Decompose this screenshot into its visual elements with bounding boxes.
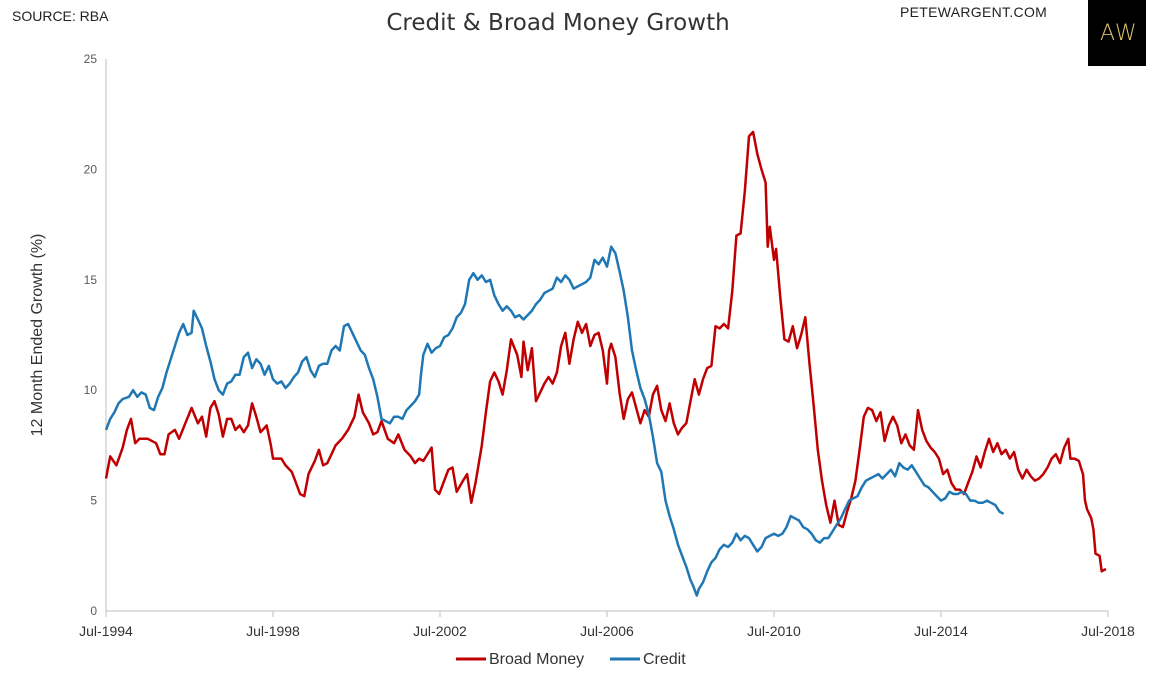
y-tick-label: 15 xyxy=(84,273,98,287)
chart-title: Credit & Broad Money Growth xyxy=(386,10,730,36)
y-tick-label: 0 xyxy=(90,604,97,618)
y-tick-label: 25 xyxy=(84,52,98,66)
legend-label-credit: Credit xyxy=(643,651,686,668)
source-label: SOURCE: RBA xyxy=(12,8,109,24)
x-tick-label: Jul-2010 xyxy=(747,623,801,639)
series-line-broad-money xyxy=(104,130,1107,573)
brand-logo: AW xyxy=(1088,0,1146,66)
x-tick-label: Jul-2006 xyxy=(580,623,634,639)
series-line-credit xyxy=(104,245,1005,597)
y-axis-label: 12 Month Ended Growth (%) xyxy=(29,234,46,437)
x-tick-label: Jul-1998 xyxy=(246,623,300,639)
site-label: PETEWARGENT.COM xyxy=(900,4,1048,20)
y-tick-label: 5 xyxy=(90,494,97,508)
x-tick-label: Jul-1994 xyxy=(79,623,133,639)
logo-text: AW xyxy=(1100,21,1138,46)
legend-label-broad-money: Broad Money xyxy=(489,651,584,668)
x-tick-label: Jul-2002 xyxy=(413,623,467,639)
y-tick-label: 20 xyxy=(84,162,98,176)
x-tick-label: Jul-2014 xyxy=(914,623,968,639)
x-tick-label: Jul-2018 xyxy=(1081,623,1135,639)
y-tick-label: 10 xyxy=(84,383,98,397)
